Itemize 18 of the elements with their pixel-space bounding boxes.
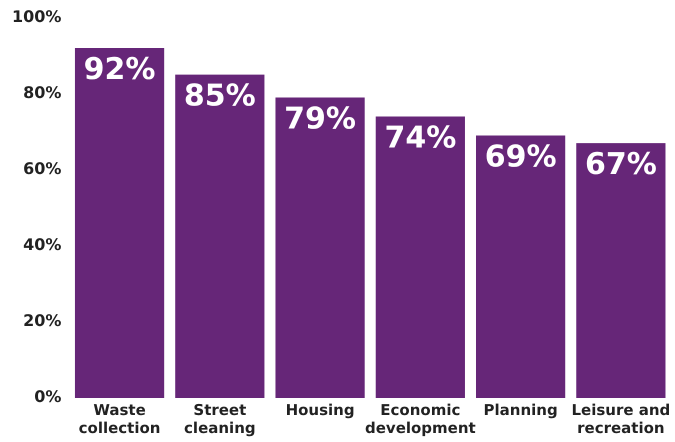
x-tick-label: Leisure and recreation <box>571 400 670 437</box>
x-tick-label: Waste collection <box>78 400 160 437</box>
y-tick-label: 0% <box>34 387 62 406</box>
y-tick-label: 80% <box>23 82 62 102</box>
x-tick-label: Planning <box>484 400 558 419</box>
data-label: 92% <box>84 52 156 87</box>
x-tick-label: Economic development <box>364 400 476 437</box>
y-tick-label: 60% <box>23 158 62 178</box>
data-label: 85% <box>184 78 256 114</box>
data-label: 79% <box>284 101 356 136</box>
x-tick-label: Street cleaning <box>184 400 256 437</box>
data-label: 74% <box>384 120 456 156</box>
y-tick-label: 40% <box>23 234 62 254</box>
data-label: 67% <box>584 146 657 182</box>
x-tick-label: Housing <box>286 400 355 419</box>
y-tick-label: 100% <box>12 6 62 26</box>
y-tick-label: 20% <box>23 311 62 330</box>
data-label: 69% <box>484 139 557 174</box>
